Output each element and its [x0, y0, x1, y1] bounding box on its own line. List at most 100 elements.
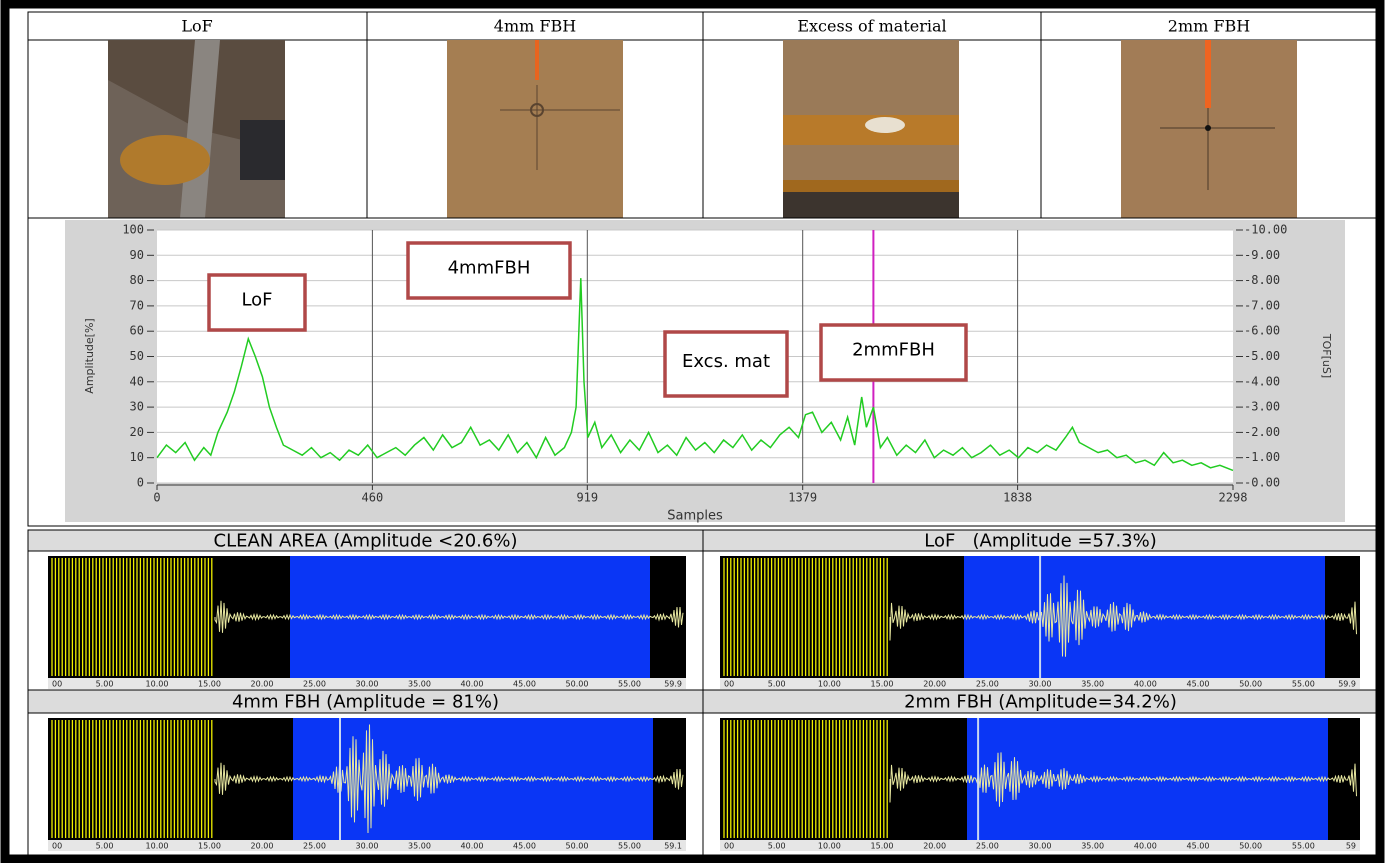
scope-tick-label: 40.00 — [461, 842, 484, 851]
scope-tick-label: 15.00 — [871, 842, 894, 851]
scope-tick-label: 15.00 — [871, 680, 894, 689]
y2-tick-label: -4.00 — [1244, 374, 1280, 388]
x-axis-label: Samples — [667, 509, 723, 524]
waveform-section: CLEAN AREA (Amplitude <20.6%) 00 5.00 10.00… — [28, 530, 1378, 855]
x-tick-label: 1379 — [788, 491, 817, 505]
y-tick-label: 20 — [130, 425, 144, 439]
y2-tick-label: -2.00 — [1244, 425, 1280, 439]
scope-tick-label: 50.00 — [566, 842, 589, 851]
x-tick-label: 2298 — [1219, 491, 1248, 505]
annotation: 4mmFBH — [448, 258, 531, 279]
scope-tick-label: 20.00 — [251, 842, 274, 851]
panel-title: LoF (Amplitude =57.3%) — [924, 531, 1157, 552]
scope-tick-label: 15.00 — [198, 842, 221, 851]
scope-tick-label: 20.00 — [923, 680, 946, 689]
scope-tick-label: 00 — [52, 680, 62, 689]
scope-tick-label: 10.00 — [146, 680, 169, 689]
scope-tick-label: 5.00 — [96, 680, 114, 689]
scope-tick-label: 00 — [724, 680, 734, 689]
annotation: LoF — [241, 290, 272, 311]
scope-tick-label: 25.00 — [976, 842, 999, 851]
annotation: 2mmFBH — [852, 340, 935, 361]
scope-tick-label: 00 — [724, 842, 734, 851]
scope-tick-label: 25.00 — [303, 680, 326, 689]
y2-tick-label: -1.00 — [1244, 450, 1280, 464]
x-tick-label: 0 — [153, 491, 160, 505]
scope-tick-label: 40.00 — [1134, 680, 1157, 689]
y-tick-label: 50 — [130, 349, 144, 363]
scope-tick-label: 55.00 — [1292, 680, 1315, 689]
scope-tick-label: 50.00 — [1239, 680, 1262, 689]
scope-tick-label: 30.00 — [1029, 842, 1052, 851]
y2-tick-label: -8.00 — [1244, 273, 1280, 287]
y-tick-label: 0 — [137, 476, 144, 490]
photo — [783, 40, 959, 218]
scope-tick-label: 35.00 — [408, 842, 431, 851]
photo-table: LoF 4mm FBH Excess of material 2mm FBH — [28, 12, 1378, 218]
scope-tick-label: 30.00 — [1029, 680, 1052, 689]
scope-tick-label: 5.00 — [96, 842, 114, 851]
scope-tick-label: 45.00 — [513, 680, 536, 689]
y2-tick-label: -0.00 — [1244, 476, 1280, 490]
figure: LoF 4mm FBH Excess of material 2mm FBH — [0, 0, 1385, 863]
panel-title: 4mm FBH (Amplitude = 81%) — [232, 692, 499, 713]
y2-tick-label: -5.00 — [1244, 349, 1280, 363]
scope-tick-label: 00 — [52, 842, 62, 851]
scope-tick-label: 55.00 — [618, 842, 641, 851]
scope-tick-label: 30.00 — [356, 842, 379, 851]
y2-axis-label: TOF[uS] — [1320, 333, 1333, 378]
scope-tick-label: 59.9 — [664, 680, 682, 689]
scope-tick-label: 5.00 — [768, 842, 786, 851]
scope-tick-label: 59.9 — [1338, 680, 1356, 689]
y2-tick-label: -9.00 — [1244, 248, 1280, 262]
scope-tick-label: 35.00 — [408, 680, 431, 689]
scope-tick-label: 50.00 — [566, 680, 589, 689]
scope-tick-label: 35.00 — [1081, 680, 1104, 689]
panel-title: 2mm FBH (Amplitude=34.2%) — [904, 692, 1177, 713]
scope-tick-label: 20.00 — [251, 680, 274, 689]
scope-tick-label: 40.00 — [1134, 842, 1157, 851]
y-tick-label: 40 — [130, 374, 144, 388]
scope-tick-label: 59 — [1346, 842, 1356, 851]
scope-tick-label: 45.00 — [1187, 842, 1210, 851]
panel-title: CLEAN AREA (Amplitude <20.6%) — [214, 531, 518, 552]
scope-tick-label: 35.00 — [1081, 842, 1104, 851]
y-tick-label: 90 — [130, 248, 144, 262]
scope-tick-label: 25.00 — [303, 842, 326, 851]
header: Excess of material — [797, 17, 946, 36]
scope-tick-label: 10.00 — [146, 842, 169, 851]
annotation: Excs. mat — [682, 351, 770, 372]
y-axis-label: Amplitude[%] — [83, 318, 96, 393]
scope-tick-label: 45.00 — [513, 842, 536, 851]
y2-tick-label: -3.00 — [1244, 400, 1280, 414]
scope-tick-label: 20.00 — [923, 842, 946, 851]
scope-tick-label: 59.1 — [664, 842, 682, 851]
x-tick-label: 1838 — [1003, 491, 1032, 505]
y-tick-label: 70 — [130, 298, 144, 312]
scope-tick-label: 55.00 — [1292, 842, 1315, 851]
y-tick-label: 30 — [130, 400, 144, 414]
header: LoF — [181, 17, 212, 36]
scope-tick-label: 30.00 — [356, 680, 379, 689]
page: LoF 4mm FBH Excess of material 2mm FBH — [0, 0, 1385, 863]
y-tick-label: 100 — [122, 223, 144, 237]
scope-tick-label: 45.00 — [1187, 680, 1210, 689]
y2-tick-label: -10.00 — [1244, 223, 1287, 237]
scope-tick-label: 10.00 — [818, 842, 841, 851]
scope-tick-label: 40.00 — [461, 680, 484, 689]
x-tick-label: 460 — [362, 491, 384, 505]
photo — [108, 40, 285, 218]
scope-tick-label: 25.00 — [976, 680, 999, 689]
scope-tick-label: 15.00 — [198, 680, 221, 689]
y-tick-label: 10 — [130, 450, 144, 464]
scope-tick-label: 10.00 — [818, 680, 841, 689]
y-tick-label: 60 — [130, 324, 144, 338]
y-tick-label: 80 — [130, 273, 144, 287]
scope-tick-label: 50.00 — [1239, 842, 1262, 851]
scope-tick-label: 5.00 — [768, 680, 786, 689]
y2-tick-label: -6.00 — [1244, 324, 1280, 338]
y2-tick-label: -7.00 — [1244, 298, 1280, 312]
photo — [1121, 40, 1297, 218]
photo — [447, 40, 623, 218]
scope-tick-label: 55.00 — [618, 680, 641, 689]
